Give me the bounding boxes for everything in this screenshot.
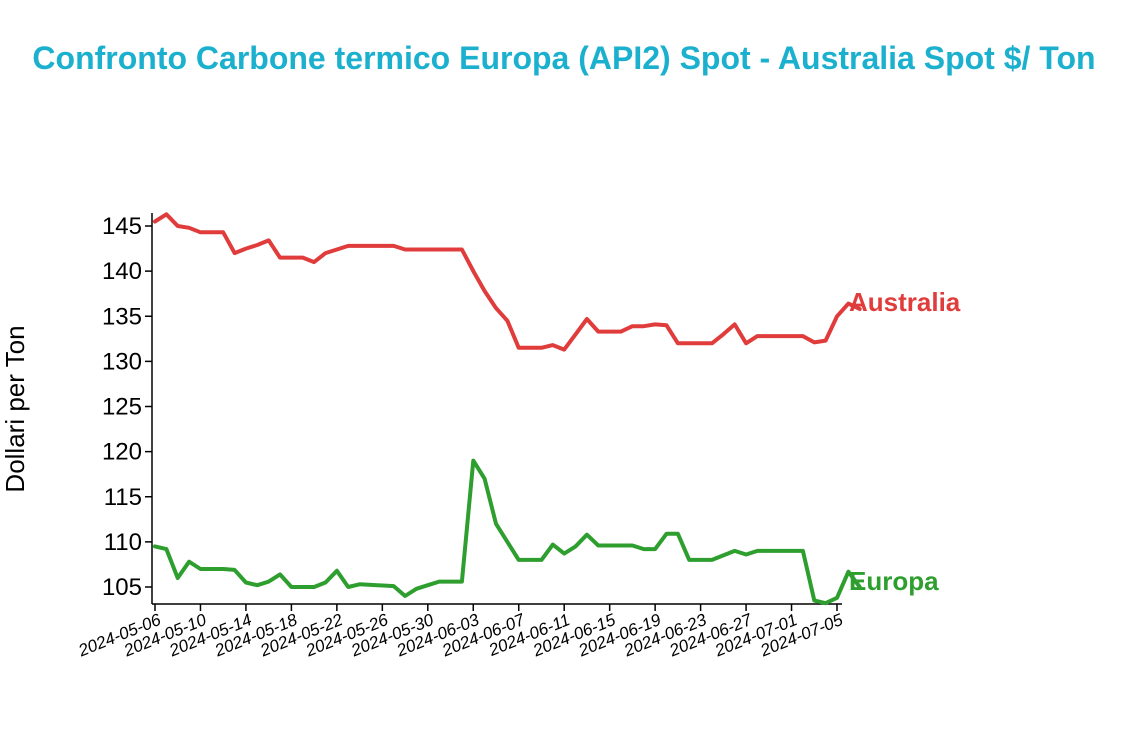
axes	[152, 213, 842, 604]
y-tick-label: 145	[102, 213, 142, 240]
y-tick-label: 120	[102, 439, 142, 466]
y-tick-label: 130	[102, 348, 142, 375]
series-label-australia: Australia	[849, 287, 961, 317]
x-ticks: 2024-05-062024-05-102024-05-142024-05-18…	[75, 604, 846, 661]
y-tick-label: 110	[104, 529, 142, 556]
y-tick-label: 125	[102, 394, 142, 421]
y-tick-label: 115	[104, 484, 142, 511]
y-tick-label: 135	[102, 303, 142, 330]
series-line-australia	[155, 214, 860, 349]
series-label-europa: Europa	[849, 566, 939, 596]
y-tick-label: 105	[102, 574, 142, 601]
y-tick-label: 140	[102, 258, 142, 285]
y-axis-label: Dollari per Ton	[0, 325, 30, 492]
series-lines	[155, 214, 860, 603]
y-ticks: 105 110 115 120 125 130 135 140 145	[102, 213, 152, 601]
series-line-europa	[155, 461, 860, 604]
